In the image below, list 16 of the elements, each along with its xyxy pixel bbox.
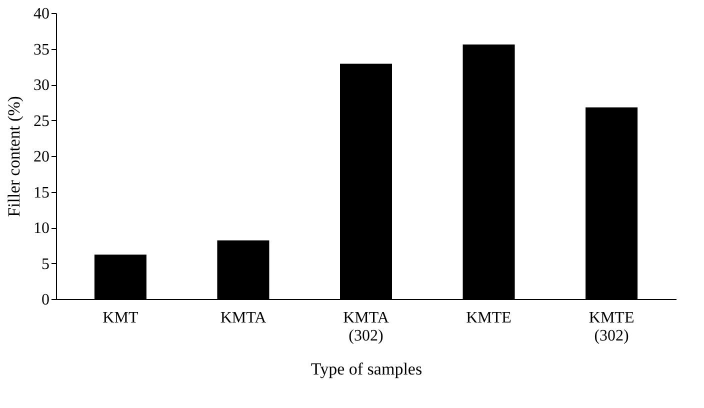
x-tick-label: KMT bbox=[102, 310, 138, 326]
x-tick-label: KMTE bbox=[466, 310, 512, 326]
x-tick-label: KMTA bbox=[220, 310, 267, 326]
y-axis-title: Filler content (%) bbox=[4, 96, 24, 217]
x-tick-label: KMTE (302) bbox=[588, 310, 634, 344]
y-tick-label: 15 bbox=[34, 184, 50, 202]
x-axis-title: Type of samples bbox=[310, 360, 422, 378]
y-tick-label: 35 bbox=[34, 41, 50, 58]
y-tick-label: 25 bbox=[34, 112, 50, 130]
x-tick-label: KMTA (302) bbox=[343, 310, 390, 344]
y-tick-label: 40 bbox=[34, 6, 50, 22]
y-tick-label: 30 bbox=[34, 77, 50, 94]
y-tick-label: 5 bbox=[42, 256, 50, 273]
y-tick-label: 0 bbox=[42, 292, 50, 308]
y-tick-label: 20 bbox=[34, 148, 50, 166]
y-tick-label: 10 bbox=[34, 220, 50, 237]
